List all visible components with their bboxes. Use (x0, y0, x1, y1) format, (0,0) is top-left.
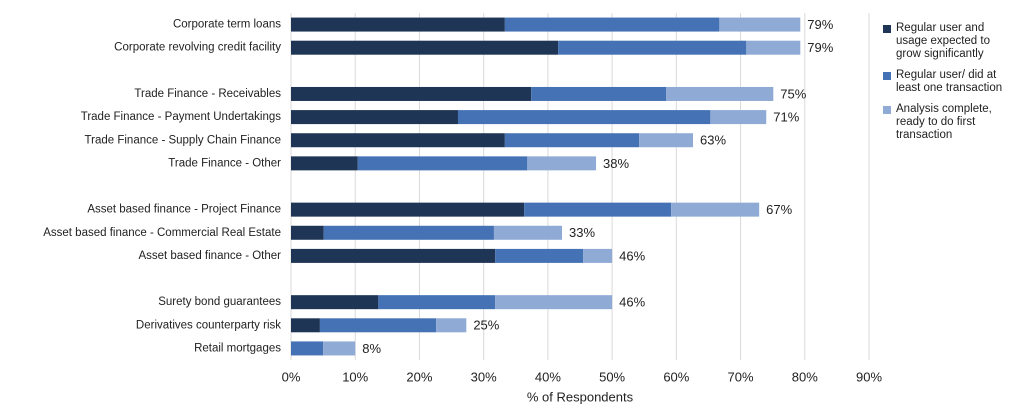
legend-label: Regular user and usage expected to grow … (896, 22, 990, 60)
total-label: 25% (473, 318, 499, 333)
y-tick-label: Trade Finance - Receivables (134, 88, 281, 100)
bar-segment (671, 202, 760, 217)
y-tick-label: Corporate revolving credit facility (114, 42, 281, 54)
bar-segment (291, 202, 525, 217)
total-label: 33% (569, 225, 595, 240)
y-tick-label: Asset based finance - Commercial Real Es… (43, 227, 281, 239)
bar-segment (291, 17, 505, 32)
y-tick-label: Trade Finance - Payment Undertakings (81, 111, 282, 123)
x-tick-label: 0% (282, 369, 301, 384)
bar-segment (357, 156, 528, 171)
x-tick-label: 20% (406, 369, 432, 384)
bar-segment (291, 295, 379, 310)
total-label: 79% (807, 17, 833, 32)
bar-segment (639, 133, 694, 148)
bar-segment (323, 341, 356, 356)
total-label: 71% (773, 110, 799, 125)
y-tick-label: Trade Finance - Other (168, 157, 281, 169)
legend-swatch (883, 25, 891, 33)
total-label: 67% (766, 202, 792, 217)
x-tick-label: 40% (535, 369, 561, 384)
bar-segment (436, 318, 467, 333)
bar-segment (527, 156, 597, 171)
legend-item: Regular user and usage expected to grow … (883, 22, 1018, 61)
y-tick-label: Asset based finance - Project Finance (87, 204, 281, 216)
bar-segment (493, 225, 563, 240)
y-tick-label: Trade Finance - Supply Chain Finance (85, 134, 281, 146)
bar-segment (558, 40, 747, 55)
x-tick-label: 10% (342, 369, 368, 384)
bar-segment (719, 17, 801, 32)
bar-segment (495, 248, 584, 263)
legend-item: Regular user/ did at least one transacti… (883, 69, 1018, 95)
y-tick-label: Corporate term loans (173, 19, 281, 31)
bar-segment (531, 86, 667, 101)
total-label: 63% (700, 133, 726, 148)
y-tick-label: Surety bond guarantees (158, 296, 281, 308)
bar-segment (583, 248, 613, 263)
legend-item: Analysis complete, ready to do first tra… (883, 103, 1018, 142)
legend-swatch (883, 72, 891, 80)
total-label: 8% (362, 341, 381, 356)
y-tick-label: Asset based finance - Other (138, 250, 281, 262)
total-label: 79% (807, 40, 833, 55)
total-label: 38% (603, 156, 629, 171)
legend: Regular user and usage expected to grow … (883, 22, 1018, 150)
bar-segment (504, 133, 640, 148)
bar-segment (291, 248, 496, 263)
bar-segment (291, 341, 324, 356)
bar-segment (378, 295, 496, 310)
x-tick-label: 60% (663, 369, 689, 384)
bar-segment (746, 40, 801, 55)
legend-label: Regular user/ did at least one transacti… (896, 69, 1003, 94)
bar-segment (524, 202, 672, 217)
bar-segment (291, 133, 505, 148)
bar-segment (323, 225, 494, 240)
total-label: 75% (780, 86, 806, 101)
bar-segment (291, 86, 532, 101)
bar-segment (291, 318, 320, 333)
x-tick-label: 70% (728, 369, 754, 384)
bar-segment (504, 17, 720, 32)
bar-segment (495, 295, 613, 310)
x-tick-label: 90% (856, 369, 882, 384)
bar-segment (666, 86, 774, 101)
y-tick-label: Derivatives counterparty risk (136, 319, 281, 331)
bar-segment (319, 318, 437, 333)
x-axis-title: % of Respondents (527, 389, 634, 404)
y-tick-label: Retail mortgages (194, 342, 281, 354)
bar-segment (291, 40, 559, 55)
bar-segment (457, 110, 711, 125)
legend-label: Analysis complete, ready to do first tra… (896, 103, 992, 141)
bar-segment (291, 225, 324, 240)
total-label: 46% (619, 248, 645, 263)
x-tick-label: 80% (792, 369, 818, 384)
x-tick-label: 30% (471, 369, 497, 384)
total-label: 46% (619, 295, 645, 310)
bar-segment (291, 110, 458, 125)
bar-segment (710, 110, 767, 125)
x-tick-label: 50% (599, 369, 625, 384)
legend-swatch (883, 106, 891, 114)
bar-segment (291, 156, 358, 171)
